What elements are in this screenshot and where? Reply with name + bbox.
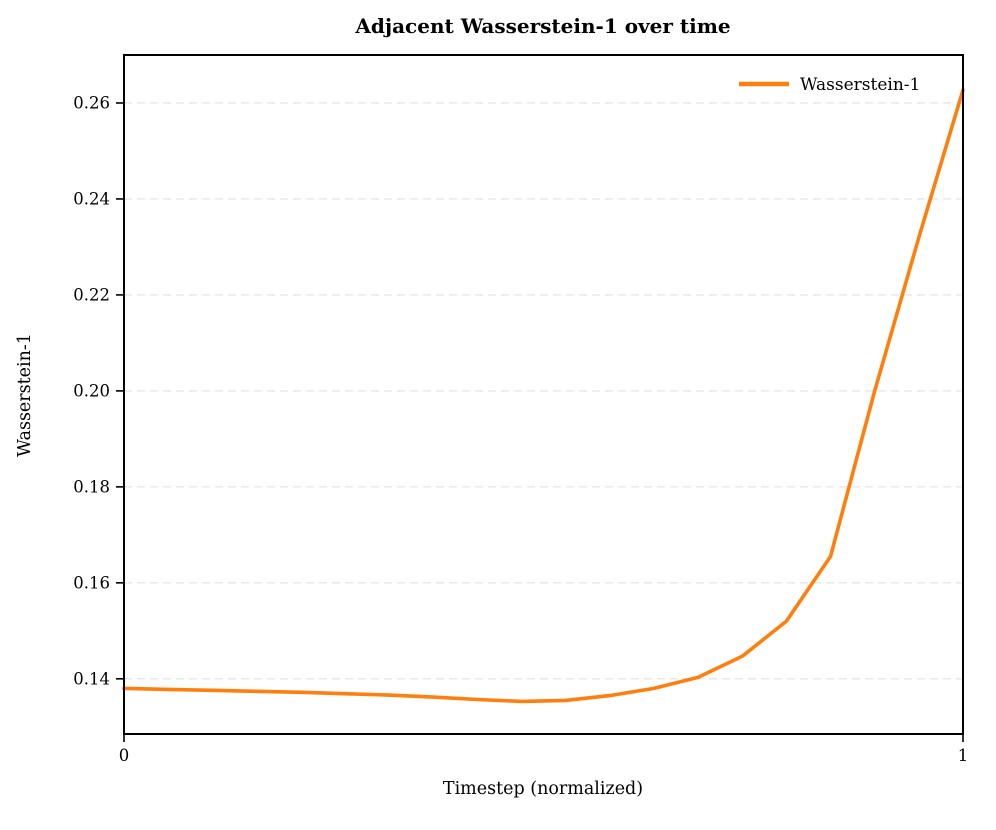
- chart-title: Adjacent Wasserstein-1 over time: [354, 14, 730, 38]
- legend: Wasserstein-1: [739, 75, 920, 95]
- gridlines: [124, 102, 963, 680]
- y-tick-label: 0.18: [73, 477, 110, 496]
- legend-label: Wasserstein-1: [800, 75, 920, 95]
- x-axis-label: Timestep (normalized): [443, 779, 643, 799]
- y-tick-label: 0.26: [73, 93, 110, 112]
- plot-border: [123, 54, 964, 735]
- y-tick-label: 0.20: [73, 381, 110, 400]
- y-tick-label: 0.22: [73, 285, 110, 304]
- y-tick-label: 0.14: [73, 669, 110, 688]
- y-axis-ticks: 0.14 0.16 0.18 0.20 0.22 0.24 0.26: [73, 93, 124, 688]
- x-tick-label: 0: [119, 746, 130, 765]
- y-tick-label: 0.16: [73, 573, 110, 592]
- wasserstein-line-series: [122, 88, 965, 704]
- y-axis-label: Wasserstein-1: [15, 333, 35, 457]
- x-tick-label: 1: [958, 746, 969, 765]
- y-tick-label: 0.24: [73, 189, 110, 208]
